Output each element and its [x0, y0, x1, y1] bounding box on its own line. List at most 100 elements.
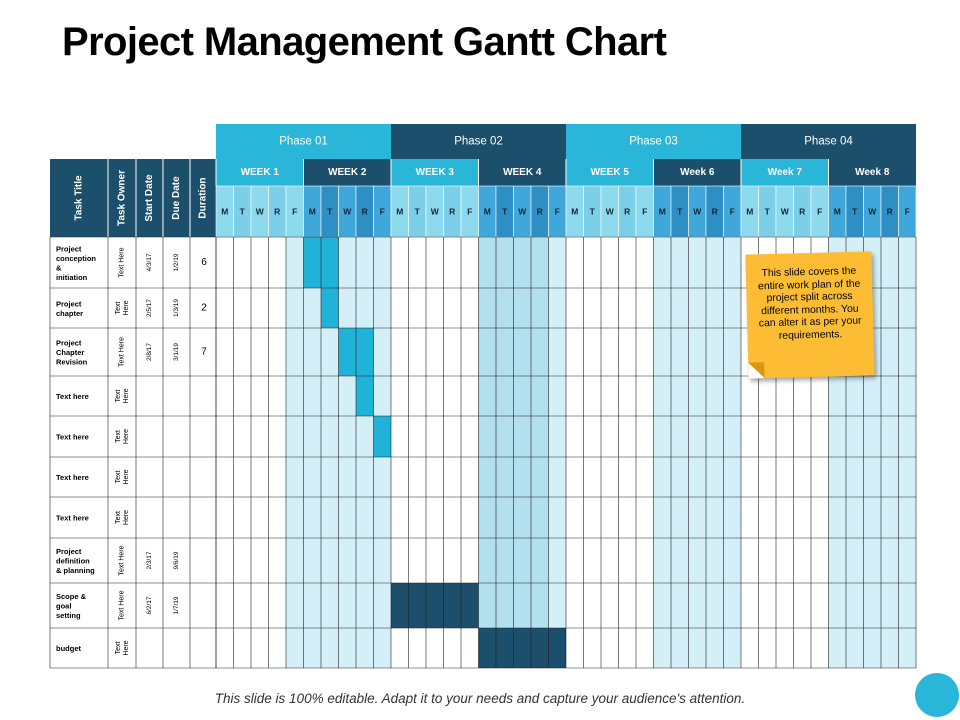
task-due-date: 3/1/19: [173, 343, 180, 361]
day-label: T: [240, 207, 246, 217]
day-column-fill: [531, 237, 549, 668]
sticky-note-text: This slide covers the entire work plan o…: [757, 265, 862, 342]
day-label: R: [449, 207, 455, 217]
day-column-fill: [496, 237, 514, 668]
task-title-line: Chapter: [56, 348, 84, 357]
day-label: W: [606, 207, 615, 217]
phase-label: Phase 01: [279, 136, 328, 148]
task-owner-line: Text: [115, 471, 122, 484]
task-owner: TextHere: [115, 388, 130, 403]
week-label: WEEK 1: [241, 167, 280, 178]
decorative-circle: [915, 673, 959, 717]
task-due-date: 9/6/19: [173, 551, 180, 569]
task-owner: TextHere: [115, 510, 130, 525]
day-label: F: [292, 207, 297, 217]
day-column-fill: [548, 237, 566, 668]
task-owner-line: Here: [123, 469, 130, 484]
day-label: W: [431, 207, 440, 217]
task-duration: 2: [201, 303, 207, 314]
task-title: Project Chapter Revision: [56, 338, 88, 366]
sticky-note: This slide covers the entire work plan o…: [745, 251, 875, 379]
task-title: Scope & goal setting: [56, 592, 87, 620]
day-label: M: [484, 207, 491, 217]
day-label: F: [817, 207, 822, 217]
day-column-fill: [601, 237, 619, 668]
day-column-fill: [671, 237, 689, 668]
day-column-fill: [898, 237, 916, 668]
task-title-line: Text here: [56, 392, 89, 401]
task-title-line: Text here: [56, 473, 89, 482]
week-label: WEEK 4: [503, 167, 542, 178]
week-header-cell: [741, 159, 829, 186]
day-column-fill: [618, 237, 636, 668]
task-title-line: Project: [56, 547, 82, 556]
day-column-fill: [303, 237, 321, 668]
day-column-fill: [338, 237, 356, 668]
day-label: R: [624, 207, 630, 217]
day-column-fill: [461, 237, 479, 668]
day-label: M: [746, 207, 753, 217]
phase-header-cell: [566, 124, 741, 159]
task-due-date: 1/2/19: [173, 253, 180, 271]
day-column-fill: [216, 237, 234, 668]
day-column-fill: [583, 237, 601, 668]
task-title-line: chapter: [56, 308, 83, 317]
day-label: F: [730, 207, 735, 217]
day-column-fill: [566, 237, 584, 668]
task-duration: 6: [201, 257, 207, 268]
day-label: M: [834, 207, 841, 217]
day-column-fill: [408, 237, 426, 668]
day-label: T: [590, 207, 596, 217]
day-label: T: [327, 207, 333, 217]
task-title-line: Text here: [56, 432, 89, 441]
day-column-fill: [251, 237, 269, 668]
task-title-line: definition: [56, 556, 90, 565]
task-title: budget: [56, 644, 81, 653]
day-label: R: [274, 207, 280, 217]
task-title: Text here: [56, 392, 89, 401]
task-title-line: & planning: [56, 566, 95, 575]
day-label: W: [693, 207, 702, 217]
task-owner-line: Here: [123, 510, 130, 525]
week-header-cell: [828, 159, 916, 186]
task-start-date: 2/5/17: [146, 299, 153, 317]
column-header: Duration: [198, 177, 209, 218]
task-title-line: Scope &: [56, 592, 87, 601]
task-owner-line: Here: [123, 300, 130, 315]
task-owner-line: Text: [115, 642, 122, 655]
task-owner: Text Here: [119, 247, 126, 277]
day-label: R: [799, 207, 805, 217]
gantt-bar: [478, 628, 566, 668]
day-label: F: [555, 207, 560, 217]
task-owner-line: Text: [115, 430, 122, 443]
day-label: M: [309, 207, 316, 217]
task-owner: TextHere: [115, 640, 130, 655]
gantt-bar: [356, 376, 374, 416]
phase-header-cell: [741, 124, 916, 159]
task-due-date: 1/7/19: [173, 596, 180, 614]
task-start-date: 2/8/17: [146, 343, 153, 361]
task-title-line: Project: [56, 299, 82, 308]
task-due-date: 1/3/19: [173, 299, 180, 317]
task-title: Project definition & planning: [56, 547, 95, 575]
day-label: T: [852, 207, 858, 217]
day-label: W: [256, 207, 265, 217]
week-label: WEEK 3: [416, 167, 455, 178]
day-label: M: [221, 207, 228, 217]
task-title: Text here: [56, 513, 89, 522]
week-header-cell: [391, 159, 479, 186]
week-header-cell: [566, 159, 654, 186]
day-label: R: [712, 207, 718, 217]
week-label: Week 6: [680, 167, 715, 178]
column-header: Start Date: [144, 174, 155, 222]
day-column-fill: [881, 237, 899, 668]
task-owner: TextHere: [115, 469, 130, 484]
day-column-fill: [321, 237, 339, 668]
day-label: M: [659, 207, 666, 217]
week-label: Week 8: [855, 167, 890, 178]
sticky-note-fold: [748, 362, 765, 379]
day-label: T: [765, 207, 771, 217]
column-header: Task Owner: [117, 170, 128, 226]
task-owner-line: Text: [115, 302, 122, 315]
task-title-line: Project: [56, 244, 82, 253]
